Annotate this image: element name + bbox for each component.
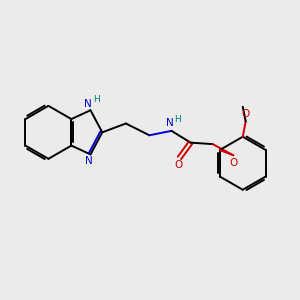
Text: N: N: [85, 156, 93, 166]
Text: O: O: [230, 158, 238, 168]
Text: N: N: [166, 118, 174, 128]
Text: H: H: [93, 95, 100, 104]
Text: O: O: [242, 109, 250, 119]
Text: O: O: [174, 160, 183, 170]
Text: N: N: [84, 99, 92, 109]
Text: H: H: [175, 115, 181, 124]
